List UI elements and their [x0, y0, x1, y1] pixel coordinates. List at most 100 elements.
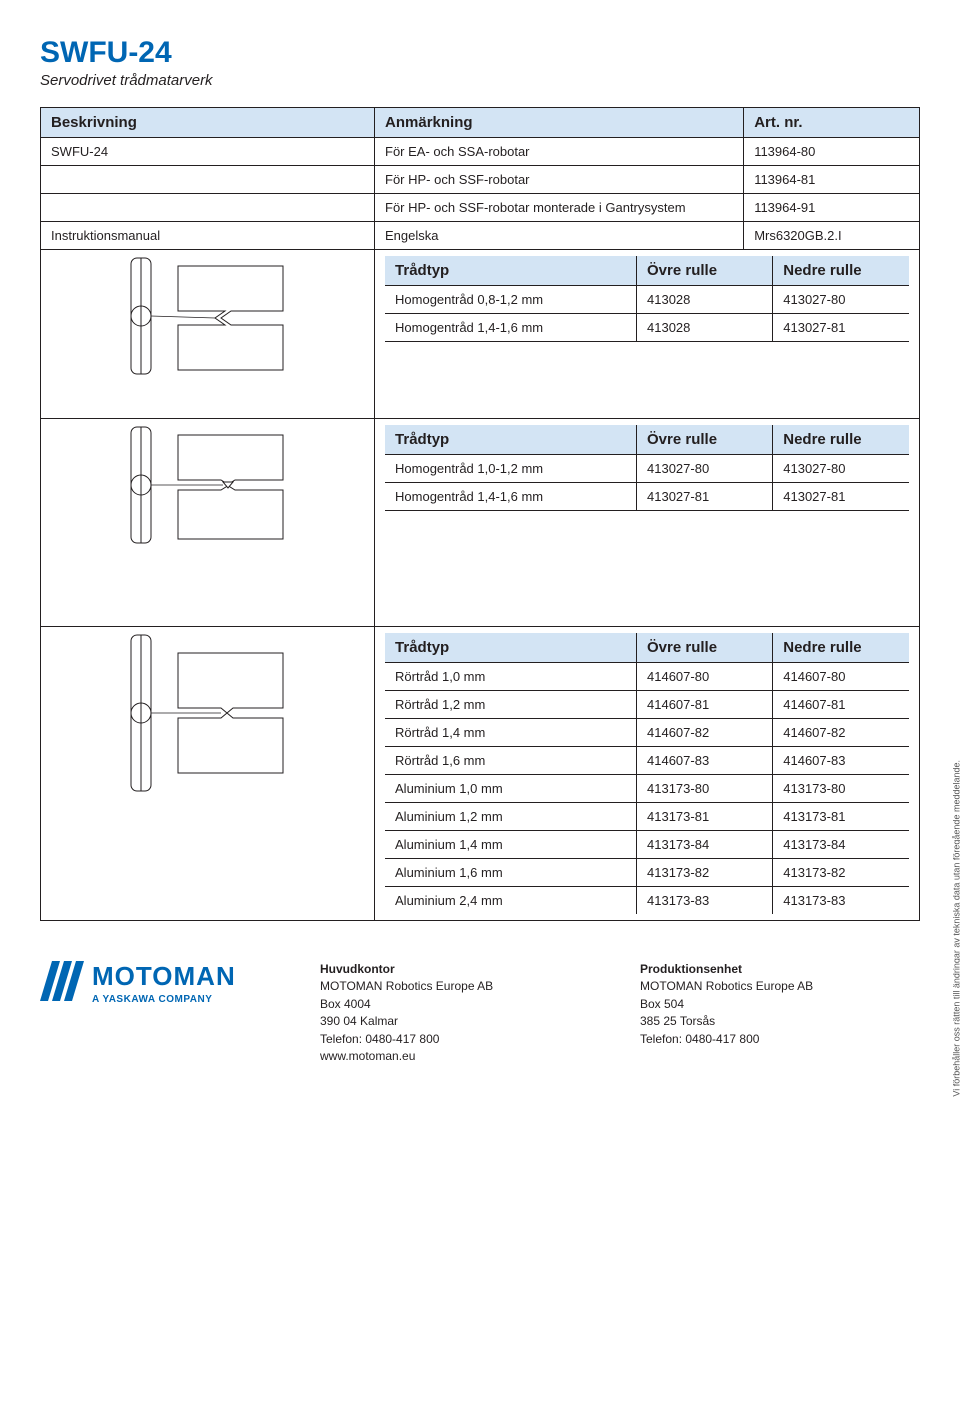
cell-upper: 414607-82 [637, 719, 773, 747]
inner-table: Trådtyp Övre rulle Nedre rulle Rörtråd 1… [385, 633, 909, 914]
addr-line: Box 4004 [320, 996, 600, 1013]
table-row: Homogentråd 0,8-1,2 mm 413028 413027-80 [385, 286, 909, 314]
col-header-type: Trådtyp [385, 425, 637, 455]
col-header-upper: Övre rulle [637, 633, 773, 663]
inner-table: Trådtyp Övre rulle Nedre rulle Homogentr… [385, 256, 909, 412]
table-row: Trådtyp Övre rulle Nedre rulle Homogentr… [41, 250, 920, 419]
addr-line: 390 04 Kalmar [320, 1013, 600, 1030]
page-footer: MOTOMAN A YASKAWA COMPANY Huvudkontor MO… [0, 941, 960, 1095]
table-row: Aluminium 1,2 mm413173-81413173-81 [385, 803, 909, 831]
table-row: Homogentråd 1,4-1,6 mm 413028 413027-81 [385, 314, 909, 342]
cell-art: 113964-81 [744, 166, 920, 194]
table-row: Trådtyp Övre rulle Nedre rulle Rörtråd 1… [41, 627, 920, 921]
spec-table: Beskrivning Anmärkning Art. nr. SWFU-24 … [40, 107, 920, 921]
roller-diagram-icon [123, 633, 293, 793]
table-row: Rörtråd 1,2 mm414607-81414607-81 [385, 691, 909, 719]
cell-note: Engelska [375, 222, 744, 250]
table-row: Aluminium 1,0 mm413173-80413173-80 [385, 775, 909, 803]
cell-upper: 413173-83 [637, 887, 773, 915]
cell-lower: 413027-81 [773, 482, 909, 510]
cell-type: Homogentråd 1,0-1,2 mm [385, 454, 637, 482]
cell-lower: 414607-82 [773, 719, 909, 747]
address-hq: Huvudkontor MOTOMAN Robotics Europe AB B… [320, 961, 600, 1065]
cell-desc: Instruktionsmanual [41, 222, 375, 250]
col-header-note: Anmärkning [375, 108, 744, 138]
table-row: Homogentråd 1,0-1,2 mm 413027-80 413027-… [385, 454, 909, 482]
addr-title: Produktionsenhet [640, 961, 920, 978]
col-header-lower: Nedre rulle [773, 425, 909, 455]
cell-lower: 413173-83 [773, 887, 909, 915]
diagram-cell [41, 250, 375, 419]
cell-upper: 414607-81 [637, 691, 773, 719]
cell-lower: 413173-80 [773, 775, 909, 803]
cell-type: Homogentråd 1,4-1,6 mm [385, 482, 637, 510]
table-row: Aluminium 1,6 mm413173-82413173-82 [385, 859, 909, 887]
cell-note: För HP- och SSF-robotar [375, 166, 744, 194]
addr-line: MOTOMAN Robotics Europe AB [320, 978, 600, 995]
cell-type: Aluminium 2,4 mm [385, 887, 637, 915]
table-row: Rörtråd 1,0 mm414607-80414607-80 [385, 663, 909, 691]
cell-upper: 413173-80 [637, 775, 773, 803]
cell-art: 113964-91 [744, 194, 920, 222]
cell-type: Aluminium 1,6 mm [385, 859, 637, 887]
cell-type: Rörtråd 1,2 mm [385, 691, 637, 719]
cell-lower: 414607-83 [773, 747, 909, 775]
addr-line: 385 25 Torsås [640, 1013, 920, 1030]
cell-type: Homogentråd 1,4-1,6 mm [385, 314, 637, 342]
cell-upper: 413028 [637, 286, 773, 314]
spacer-cell [385, 342, 909, 412]
cell-art: 113964-80 [744, 138, 920, 166]
cell-upper: 414607-83 [637, 747, 773, 775]
col-header-desc: Beskrivning [41, 108, 375, 138]
cell-type: Aluminium 1,0 mm [385, 775, 637, 803]
col-header-art: Art. nr. [744, 108, 920, 138]
diagram-cell [41, 627, 375, 921]
table-row: Aluminium 1,4 mm413173-84413173-84 [385, 831, 909, 859]
cell-type: Aluminium 1,4 mm [385, 831, 637, 859]
cell-type: Aluminium 1,2 mm [385, 803, 637, 831]
cell-upper: 413027-80 [637, 454, 773, 482]
cell-lower: 413173-84 [773, 831, 909, 859]
col-header-type: Trådtyp [385, 256, 637, 286]
legal-side-note: Vi förbehåller oss rätten till ändringar… [952, 760, 960, 1097]
address-prod: Produktionsenhet MOTOMAN Robotics Europe… [640, 961, 920, 1048]
cell-type: Rörtråd 1,6 mm [385, 747, 637, 775]
cell-upper: 413173-82 [637, 859, 773, 887]
side-note-line: Vi förbehåller oss rätten till ändringar… [952, 760, 960, 1097]
table-row: Trådtyp Övre rulle Nedre rulle Homogentr… [41, 418, 920, 627]
table-row: Instruktionsmanual Engelska Mrs6320GB.2.… [41, 222, 920, 250]
addr-line: www.motoman.eu [320, 1048, 600, 1065]
cell-lower: 413173-81 [773, 803, 909, 831]
cell-lower: 413027-80 [773, 286, 909, 314]
addr-line: Box 504 [640, 996, 920, 1013]
cell-upper: 413028 [637, 314, 773, 342]
cell-upper: 413173-81 [637, 803, 773, 831]
cell-lower: 413173-82 [773, 859, 909, 887]
table-row: För HP- och SSF-robotar monterade i Gant… [41, 194, 920, 222]
addr-line: Telefon: 0480-417 800 [320, 1031, 600, 1048]
cell-lower: 413027-80 [773, 454, 909, 482]
roller-diagram-icon [123, 256, 293, 376]
cell-note: För HP- och SSF-robotar monterade i Gant… [375, 194, 744, 222]
table-row: Rörtråd 1,6 mm414607-83414607-83 [385, 747, 909, 775]
table-row: Aluminium 2,4 mm413173-83413173-83 [385, 887, 909, 915]
cell-lower: 413027-81 [773, 314, 909, 342]
roller-diagram-icon [123, 425, 293, 545]
col-header-upper: Övre rulle [637, 425, 773, 455]
cell-type: Rörtråd 1,4 mm [385, 719, 637, 747]
diagram-cell [41, 418, 375, 627]
cell-lower: 414607-81 [773, 691, 909, 719]
addr-line: MOTOMAN Robotics Europe AB [640, 978, 920, 995]
addr-line: Telefon: 0480-417 800 [640, 1031, 920, 1048]
brand-logo: MOTOMAN A YASKAWA COMPANY [40, 961, 280, 1005]
yaskawa-mark-icon [40, 961, 84, 1001]
spacer-cell [385, 510, 909, 620]
col-header-upper: Övre rulle [637, 256, 773, 286]
table-row: Homogentråd 1,4-1,6 mm 413027-81 413027-… [385, 482, 909, 510]
addr-title: Huvudkontor [320, 961, 600, 978]
table-row: För HP- och SSF-robotar 113964-81 [41, 166, 920, 194]
col-header-lower: Nedre rulle [773, 633, 909, 663]
cell-desc: SWFU-24 [41, 138, 375, 166]
page-title: SWFU-24 [40, 36, 920, 70]
cell-desc [41, 166, 375, 194]
